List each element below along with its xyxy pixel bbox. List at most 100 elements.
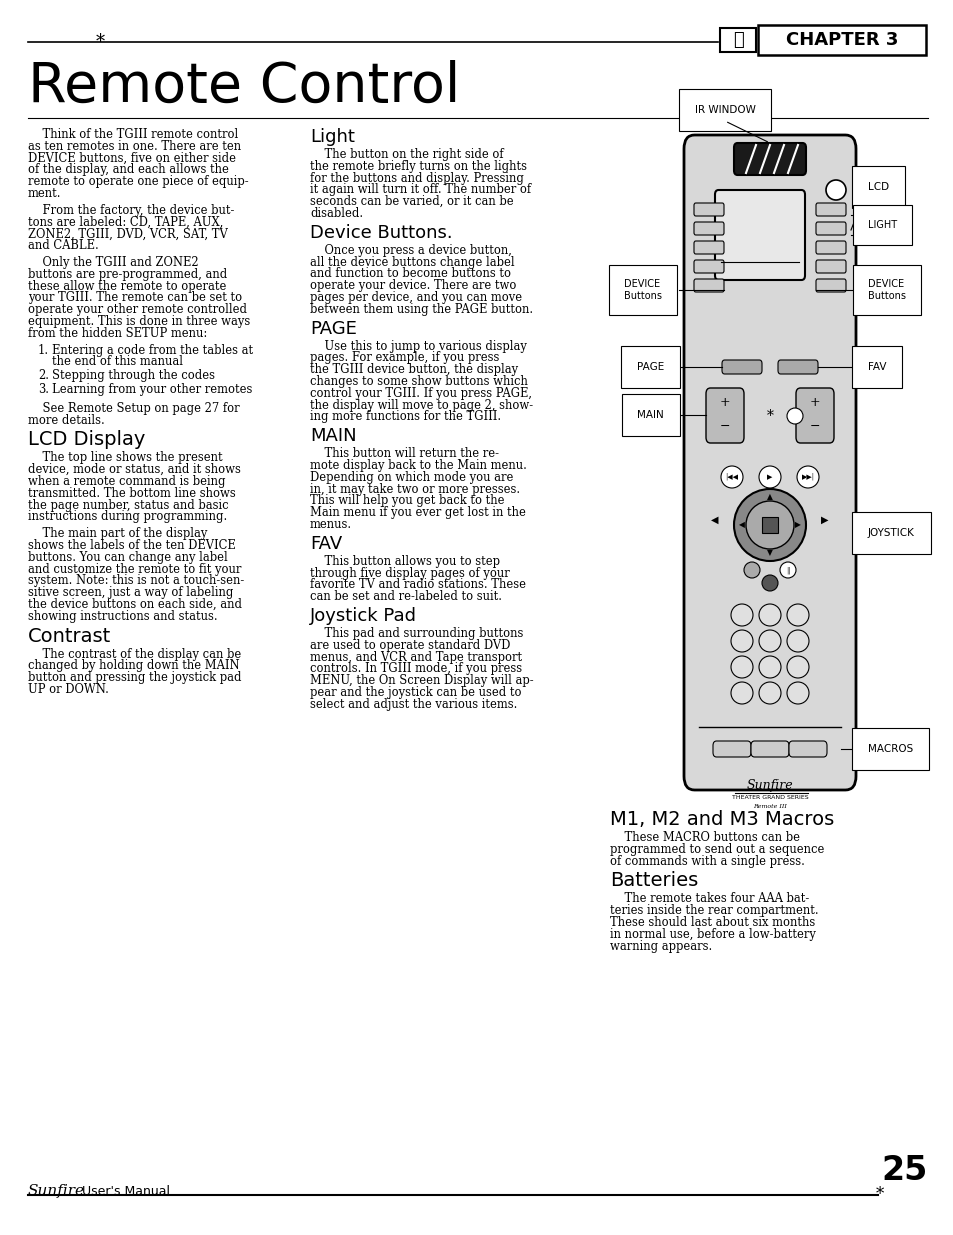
Text: operate your other remote controlled: operate your other remote controlled xyxy=(28,304,247,316)
FancyBboxPatch shape xyxy=(815,261,845,273)
Text: Only the TGIII and ZONE2: Only the TGIII and ZONE2 xyxy=(28,256,198,269)
Text: The remote takes four AAA bat-: The remote takes four AAA bat- xyxy=(609,893,808,905)
Text: DEVICE
Buttons: DEVICE Buttons xyxy=(623,279,661,301)
Text: when a remote command is being: when a remote command is being xyxy=(28,475,225,488)
Ellipse shape xyxy=(730,656,752,678)
Text: system. Note: this is not a touch-sen-: system. Note: this is not a touch-sen- xyxy=(28,574,244,588)
Text: seconds can be varied, or it can be: seconds can be varied, or it can be xyxy=(310,195,513,209)
FancyBboxPatch shape xyxy=(795,388,833,443)
Ellipse shape xyxy=(759,466,781,488)
Text: controls. In TGIII mode, if you press: controls. In TGIII mode, if you press xyxy=(310,662,521,676)
FancyBboxPatch shape xyxy=(693,203,723,216)
Text: programmed to send out a sequence: programmed to send out a sequence xyxy=(609,842,823,856)
FancyBboxPatch shape xyxy=(733,143,805,175)
Text: of commands with a single press.: of commands with a single press. xyxy=(609,855,804,868)
Text: The main part of the display: The main part of the display xyxy=(28,527,207,540)
Text: Sunfire: Sunfire xyxy=(746,779,793,792)
Text: control your TGIII. If you press PAGE,: control your TGIII. If you press PAGE, xyxy=(310,387,532,400)
Text: can be set and re-labeled to suit.: can be set and re-labeled to suit. xyxy=(310,590,501,603)
Text: favorite TV and radio stations. These: favorite TV and radio stations. These xyxy=(310,578,525,592)
Text: ✎: ✎ xyxy=(732,31,742,49)
Text: This will help you get back to the: This will help you get back to the xyxy=(310,494,504,508)
Text: Contrast: Contrast xyxy=(28,626,112,646)
Text: THEATER GRAND SERIES: THEATER GRAND SERIES xyxy=(731,795,807,800)
Ellipse shape xyxy=(786,682,808,704)
Text: −: − xyxy=(719,420,729,432)
Text: 1.: 1. xyxy=(38,343,49,357)
Text: Learning from your other remotes: Learning from your other remotes xyxy=(52,383,253,396)
Text: |◀◀: |◀◀ xyxy=(724,473,738,480)
Text: menus, and VCR and Tape transport: menus, and VCR and Tape transport xyxy=(310,651,521,663)
FancyBboxPatch shape xyxy=(815,279,845,291)
FancyBboxPatch shape xyxy=(693,222,723,235)
Text: The contrast of the display can be: The contrast of the display can be xyxy=(28,647,241,661)
Text: changed by holding down the MAIN: changed by holding down the MAIN xyxy=(28,659,239,672)
Text: This button allows you to step: This button allows you to step xyxy=(310,555,499,568)
Text: These should last about six months: These should last about six months xyxy=(609,916,815,929)
Ellipse shape xyxy=(759,630,781,652)
Text: in, it may take two or more presses.: in, it may take two or more presses. xyxy=(310,483,519,495)
Text: and function to become buttons to: and function to become buttons to xyxy=(310,268,511,280)
Bar xyxy=(758,25,925,56)
Text: the TGIII device button, the display: the TGIII device button, the display xyxy=(310,363,517,377)
Text: UP or DOWN.: UP or DOWN. xyxy=(28,683,109,697)
Text: remote to operate one piece of equip-: remote to operate one piece of equip- xyxy=(28,175,249,188)
FancyBboxPatch shape xyxy=(750,741,788,757)
Text: MACROS: MACROS xyxy=(867,743,912,755)
Ellipse shape xyxy=(796,466,818,488)
Ellipse shape xyxy=(730,682,752,704)
Text: ◀: ◀ xyxy=(739,521,744,529)
Text: Remote III: Remote III xyxy=(752,804,786,809)
Text: ▼: ▼ xyxy=(766,550,772,557)
Text: See Remote Setup on page 27 for: See Remote Setup on page 27 for xyxy=(28,401,239,415)
Text: sitive screen, just a way of labeling: sitive screen, just a way of labeling xyxy=(28,587,233,599)
FancyBboxPatch shape xyxy=(705,388,743,443)
Ellipse shape xyxy=(786,656,808,678)
Text: are used to operate standard DVD: are used to operate standard DVD xyxy=(310,638,510,652)
Ellipse shape xyxy=(730,604,752,626)
Text: and customize the remote to fit your: and customize the remote to fit your xyxy=(28,563,241,576)
Text: This button will return the re-: This button will return the re- xyxy=(310,447,498,461)
Ellipse shape xyxy=(720,466,742,488)
Text: Once you press a device button,: Once you press a device button, xyxy=(310,243,512,257)
Text: equipment. This is done in three ways: equipment. This is done in three ways xyxy=(28,315,250,329)
Ellipse shape xyxy=(759,656,781,678)
Text: device, mode or status, and it shows: device, mode or status, and it shows xyxy=(28,463,240,477)
Text: Light: Light xyxy=(310,128,355,146)
Ellipse shape xyxy=(780,562,795,578)
Text: button and pressing the joystick pad: button and pressing the joystick pad xyxy=(28,671,241,684)
Text: PAGE: PAGE xyxy=(310,320,356,337)
FancyBboxPatch shape xyxy=(683,135,855,790)
Text: PAGE: PAGE xyxy=(636,362,663,372)
Text: These MACRO buttons can be: These MACRO buttons can be xyxy=(609,831,800,844)
Text: ment.: ment. xyxy=(28,186,61,200)
Text: DEVICE
Buttons: DEVICE Buttons xyxy=(867,279,905,301)
Text: showing instructions and status.: showing instructions and status. xyxy=(28,610,217,622)
Text: 2.: 2. xyxy=(38,369,49,382)
Ellipse shape xyxy=(759,604,781,626)
Text: 25: 25 xyxy=(881,1153,927,1187)
Text: From the factory, the device but-: From the factory, the device but- xyxy=(28,204,234,217)
Text: it again will turn it off. The number of: it again will turn it off. The number of xyxy=(310,184,531,196)
Text: from the hidden SETUP menu:: from the hidden SETUP menu: xyxy=(28,327,207,340)
Ellipse shape xyxy=(761,576,778,592)
Ellipse shape xyxy=(730,630,752,652)
Ellipse shape xyxy=(786,408,802,424)
Text: *: * xyxy=(95,33,105,51)
Text: instructions during programming.: instructions during programming. xyxy=(28,510,227,524)
Text: and CABLE.: and CABLE. xyxy=(28,240,99,252)
Text: MENU, the On Screen Display will ap-: MENU, the On Screen Display will ap- xyxy=(310,674,533,687)
Text: Entering a code from the tables at: Entering a code from the tables at xyxy=(52,343,253,357)
Text: DEVICE buttons, five on either side: DEVICE buttons, five on either side xyxy=(28,152,235,164)
Text: select and adjust the various items.: select and adjust the various items. xyxy=(310,698,517,711)
Text: ing more functions for the TGIII.: ing more functions for the TGIII. xyxy=(310,410,500,424)
Text: the display will move to page 2, show-: the display will move to page 2, show- xyxy=(310,399,533,411)
Text: MAIN: MAIN xyxy=(310,427,356,445)
Text: LIGHT: LIGHT xyxy=(867,220,896,230)
FancyBboxPatch shape xyxy=(693,241,723,254)
Text: the end of this manual: the end of this manual xyxy=(52,356,183,368)
Text: MAIN: MAIN xyxy=(637,410,663,420)
Bar xyxy=(761,517,778,534)
Text: pages. For example, if you press: pages. For example, if you press xyxy=(310,352,498,364)
Text: ◀: ◀ xyxy=(711,515,718,525)
